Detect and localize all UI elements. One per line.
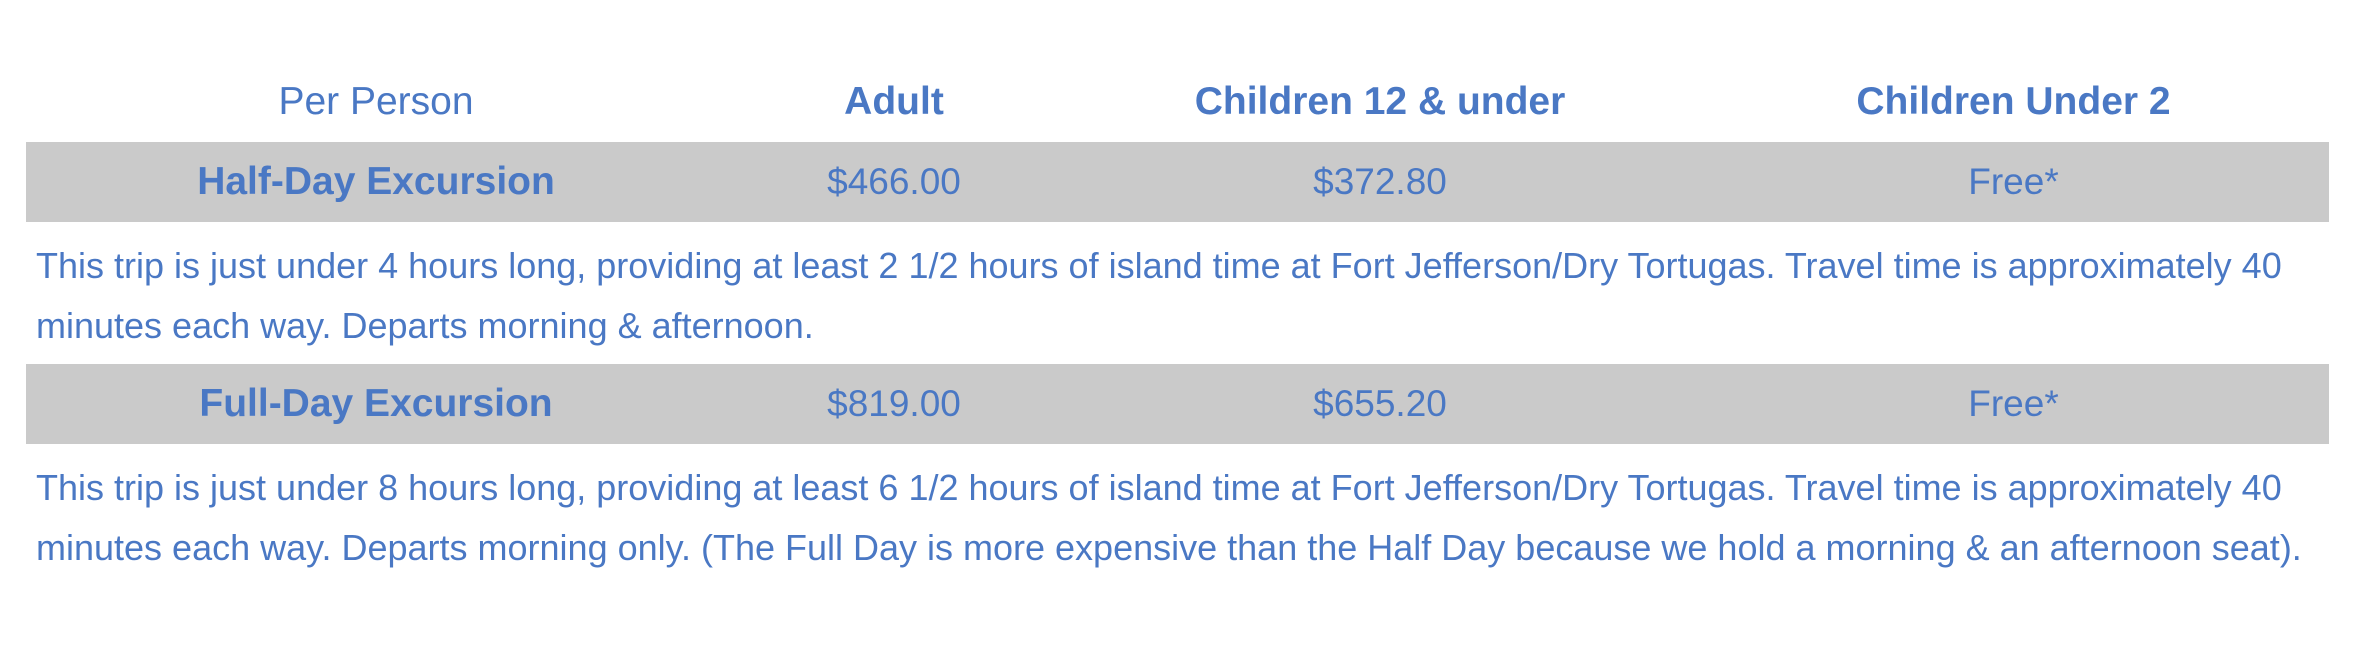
child-price: $655.20 (1313, 383, 1447, 424)
excursion-name: Half-Day Excursion (197, 160, 555, 203)
adult-price: $466.00 (827, 161, 961, 202)
adult-price: $819.00 (827, 383, 961, 424)
excursion-description: This trip is just under 8 hours long, pr… (36, 467, 2302, 568)
table-row-half-day: Half-Day Excursion $466.00 $372.80 Free* (26, 142, 2329, 222)
header-per-person: Per Person (278, 80, 474, 123)
pricing-table: Per Person Adult Children 12 & under Chi… (26, 0, 2329, 614)
header-adult: Adult (844, 80, 944, 123)
header-children-under-2: Children Under 2 (1856, 80, 2171, 123)
excursion-name: Full-Day Excursion (199, 382, 553, 425)
header-children-12-under: Children 12 & under (1194, 80, 1566, 123)
infant-price: Free* (1968, 383, 2059, 424)
table-header-row: Per Person Adult Children 12 & under Chi… (26, 0, 2329, 142)
excursion-description: This trip is just under 4 hours long, pr… (36, 245, 2282, 346)
child-price: $372.80 (1313, 161, 1447, 202)
infant-price: Free* (1968, 161, 2059, 202)
table-row-full-day: Full-Day Excursion $819.00 $655.20 Free* (26, 364, 2329, 444)
